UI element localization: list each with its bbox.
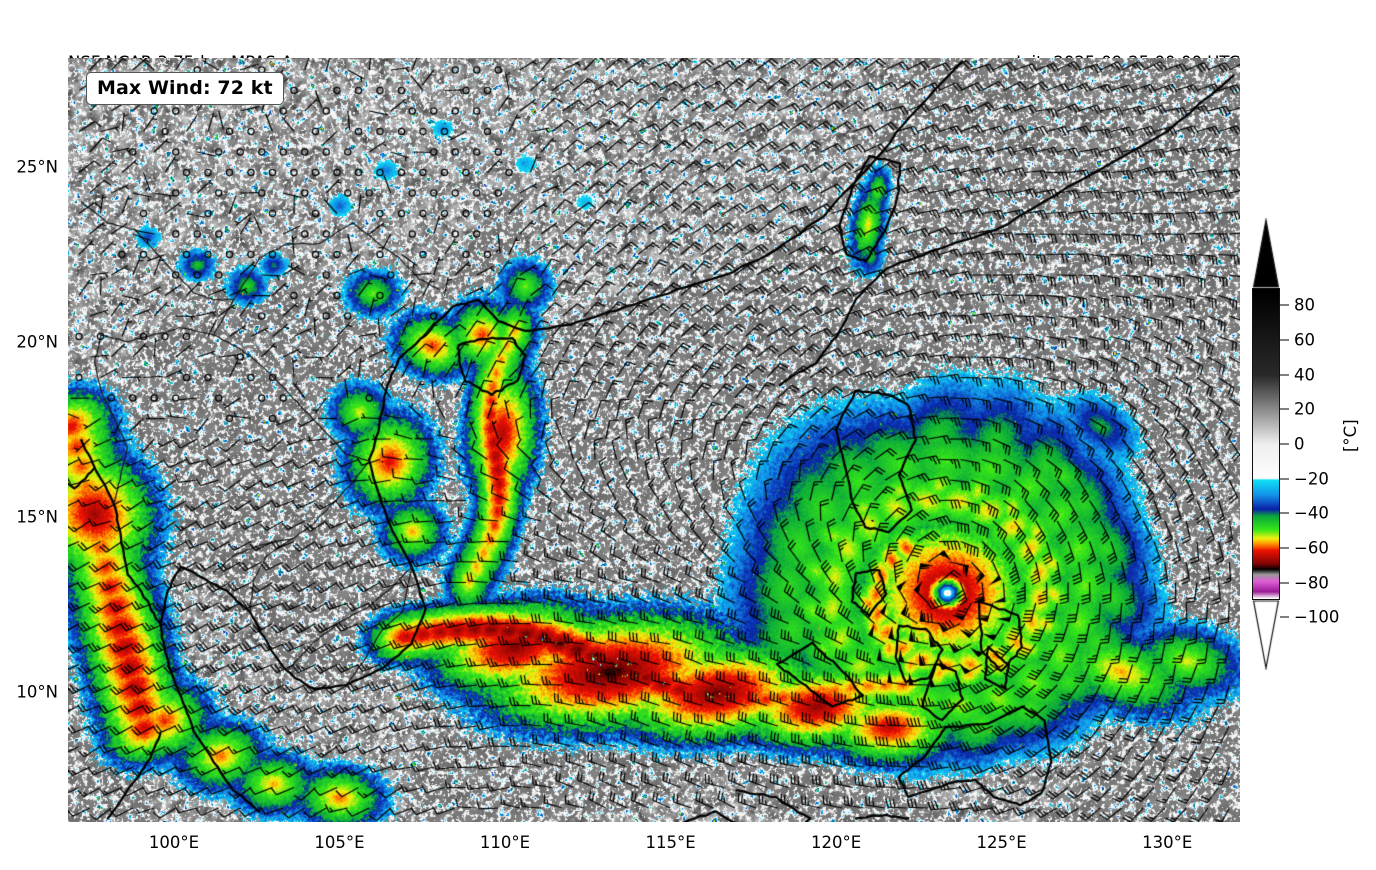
- y-tick-15: 15°N: [16, 507, 58, 527]
- y-tick-25: 25°N: [16, 157, 58, 177]
- x-tick-125: 125°E: [976, 833, 1027, 852]
- colorbar-ticklabel-20: 20: [1294, 399, 1315, 419]
- colorbar-extend-min-arrow: [1252, 599, 1280, 670]
- colorbar-tick--100: [1280, 616, 1289, 618]
- colorbar-tick--60: [1280, 547, 1289, 549]
- colorbar-ticklabel--60: −60: [1294, 538, 1329, 558]
- colorbar-extend-max-arrow: [1252, 218, 1280, 289]
- map-plot-area: [68, 58, 1240, 822]
- colorbar-ticklabel--80: −80: [1294, 573, 1329, 593]
- x-tick-115: 115°E: [645, 833, 696, 852]
- x-tick-100: 100°E: [148, 833, 200, 852]
- colorbar-ticklabel--100: −100: [1294, 607, 1340, 627]
- wind-barb-layer: [68, 58, 1240, 822]
- colorbar-tick-0: [1280, 443, 1289, 445]
- colorbar-ticklabel--40: −40: [1294, 503, 1329, 523]
- colorbar-unit-label: [°C]: [1341, 419, 1360, 452]
- x-tick-130: 130°E: [1142, 833, 1193, 852]
- colorbar: [1252, 218, 1280, 670]
- colorbar-tick-40: [1280, 374, 1289, 376]
- colorbar-tick--20: [1280, 478, 1289, 480]
- colorbar-ticklabel-80: 80: [1294, 295, 1315, 315]
- colorbar-tick-60: [1280, 339, 1289, 341]
- colorbar-ticklabel--20: −20: [1294, 469, 1329, 489]
- colorbar-tick-80: [1280, 304, 1289, 306]
- colorbar-ticklabel-60: 60: [1294, 330, 1315, 350]
- colorbar-ticklabel-0: 0: [1294, 434, 1305, 454]
- x-tick-120: 120°E: [810, 833, 862, 852]
- y-tick-10: 10°N: [16, 682, 58, 702]
- x-tick-110: 110°E: [479, 833, 531, 852]
- x-tick-105: 105°E: [314, 833, 365, 852]
- colorbar-tick-20: [1280, 408, 1289, 410]
- colorbar-ticklabel-40: 40: [1294, 365, 1315, 385]
- y-tick-20: 20°N: [16, 332, 58, 352]
- colorbar-gradient: [1252, 288, 1280, 600]
- colorbar-tick--40: [1280, 512, 1289, 514]
- colorbar-tick--80: [1280, 582, 1289, 584]
- max-wind-annotation: Max Wind: 72 kt: [86, 72, 284, 105]
